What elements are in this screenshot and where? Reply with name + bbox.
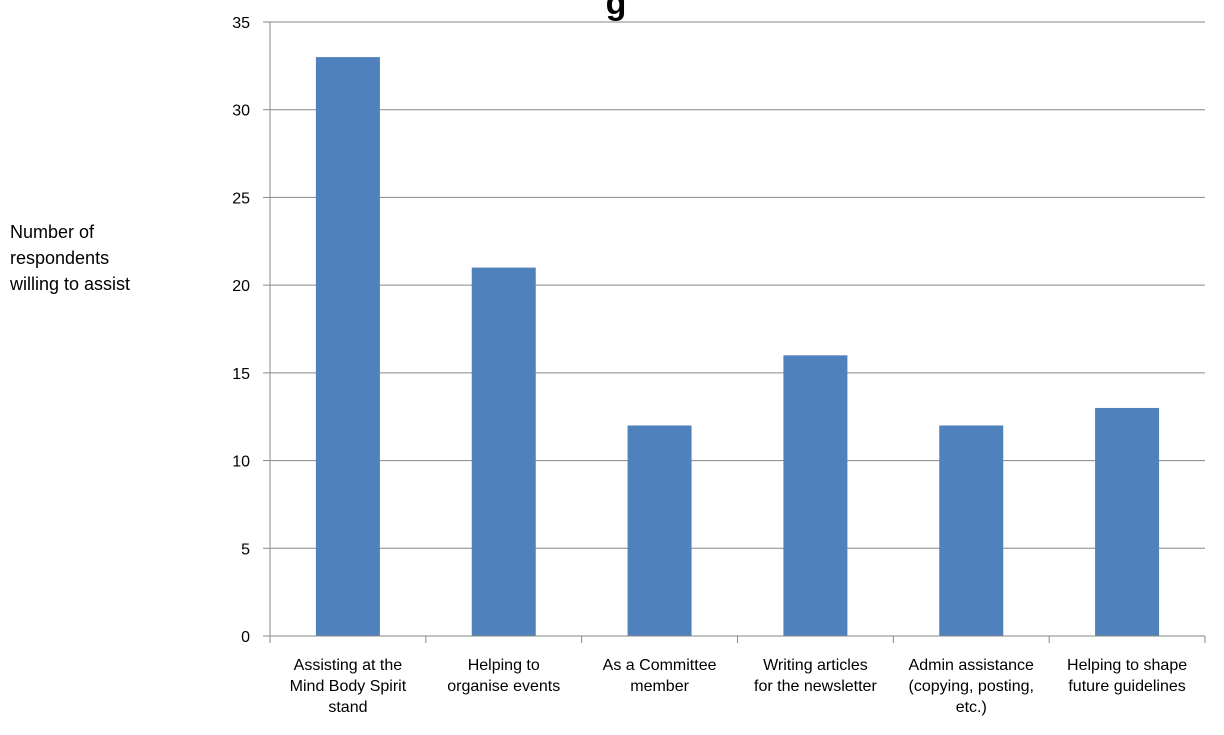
y-tick-label: 30 — [232, 103, 250, 120]
x-category-label: Admin assistance (copying, posting, etc.) — [909, 657, 1035, 716]
x-category-label-line: etc.) — [956, 699, 987, 716]
x-category-label: As a Committee member — [603, 657, 717, 695]
y-axis-title: Number of respondents willing to assist — [9, 222, 130, 294]
y-axis-title-line: Number of — [10, 222, 95, 242]
bar — [939, 425, 1004, 636]
bar — [783, 355, 848, 636]
gridlines — [270, 21, 1205, 549]
y-tick-label: 35 — [232, 15, 250, 32]
bar — [1095, 407, 1160, 636]
x-category-label-line: Helping to — [468, 657, 540, 674]
y-axis-title-line: willing to assist — [9, 274, 130, 294]
x-category-label-line: Writing articles — [763, 657, 868, 674]
y-tick-label: 15 — [232, 366, 250, 383]
x-category-label-line: Mind Body Spirit — [290, 678, 407, 695]
y-axis-title-line: respondents — [10, 248, 109, 268]
x-category-label-line: As a Committee — [603, 657, 717, 674]
x-category-label-line: stand — [328, 699, 367, 716]
x-category-labels: Assisting at the Mind Body Spirit stand Hel… — [290, 657, 1188, 716]
x-category-label: Helping to shape future guidelines — [1067, 657, 1187, 695]
x-category-label: Helping to organise events — [447, 657, 560, 695]
bar — [315, 57, 380, 637]
x-category-label-line: Assisting at the — [294, 657, 403, 674]
chart-title: g — [606, 0, 627, 22]
x-category-label-line: future guidelines — [1068, 678, 1185, 695]
bars — [315, 57, 1160, 637]
bar — [471, 267, 536, 636]
y-tick-labels: 0 5 10 15 20 25 30 35 — [232, 15, 270, 646]
y-tick-label: 25 — [232, 190, 250, 207]
x-category-label-line: organise events — [447, 678, 560, 695]
y-tick-label: 10 — [232, 454, 250, 471]
x-category-label: Writing articles for the newsletter — [754, 657, 877, 695]
x-category-label-line: (copying, posting, — [909, 678, 1034, 695]
x-category-label-line: Admin assistance — [909, 657, 1034, 674]
x-category-label-line: member — [630, 678, 689, 695]
y-tick-label: 20 — [232, 278, 250, 295]
x-category-label-line: for the newsletter — [754, 678, 877, 695]
y-tick-label: 0 — [241, 629, 250, 646]
y-tick-label: 5 — [241, 541, 250, 558]
x-category-label-line: Helping to shape — [1067, 657, 1187, 674]
bar — [627, 425, 692, 636]
x-category-label: Assisting at the Mind Body Spirit stand — [290, 657, 407, 716]
axes — [269, 22, 1206, 643]
